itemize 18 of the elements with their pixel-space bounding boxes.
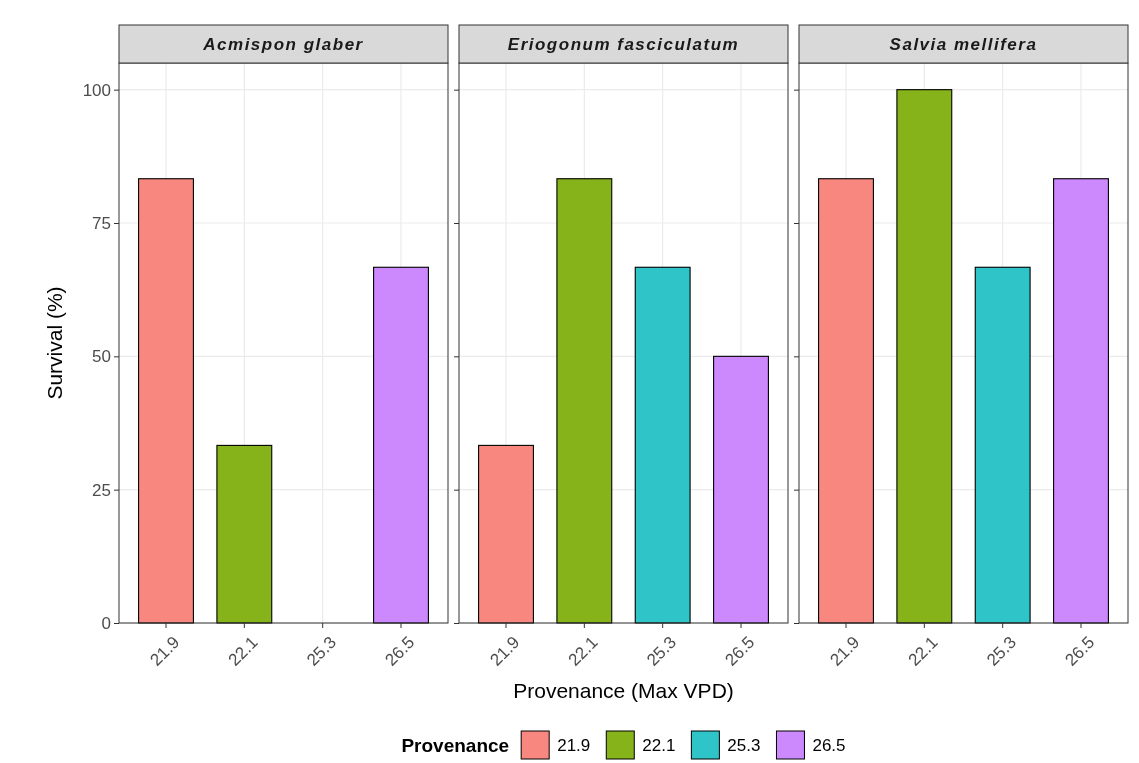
chart-title: Acmispon glaber xyxy=(202,35,364,54)
legend-label: 26.5 xyxy=(812,735,846,755)
x-tick-label: 22.1 xyxy=(904,632,942,670)
x-axis-title: Provenance (Max VPD) xyxy=(513,679,734,702)
y-tick-label: 75 xyxy=(92,213,111,233)
y-tick-label: 50 xyxy=(92,347,111,367)
y-tick-label: 0 xyxy=(101,613,111,633)
legend-label: 22.1 xyxy=(642,735,676,755)
chart-title: Salvia mellifera xyxy=(889,35,1038,54)
y-axis-title: Survival (%) xyxy=(43,286,66,400)
chart-title: Eriogonum fasciculatum xyxy=(507,35,740,54)
y-tick-label: 100 xyxy=(82,80,111,100)
legend-label: 21.9 xyxy=(557,735,591,755)
y-tick-label: 25 xyxy=(92,480,111,500)
legend-title: Provenance xyxy=(401,734,510,756)
x-tick-label: 22.1 xyxy=(564,632,602,670)
legend-label: 25.3 xyxy=(727,735,761,755)
x-tick-label: 22.1 xyxy=(224,632,262,670)
